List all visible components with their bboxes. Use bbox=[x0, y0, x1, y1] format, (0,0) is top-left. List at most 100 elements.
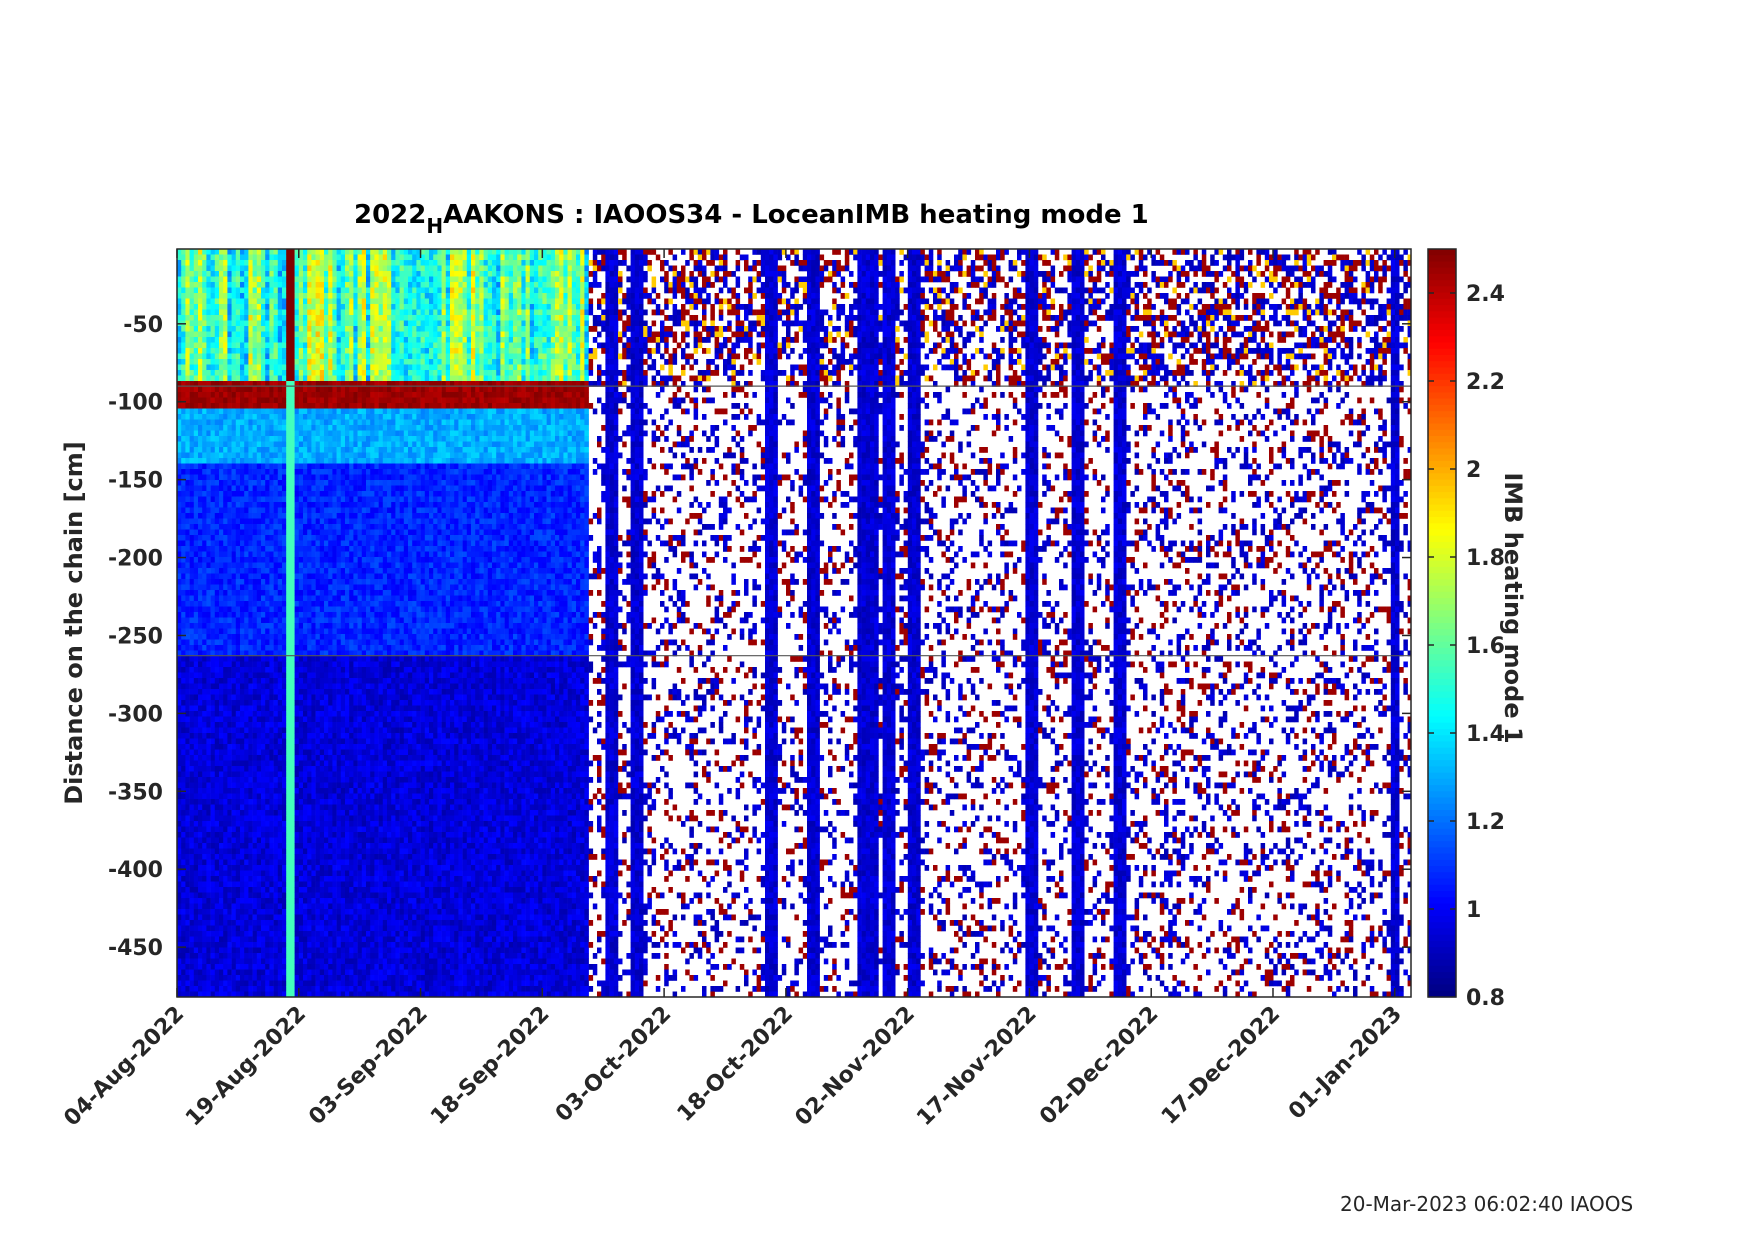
heatmap-cell bbox=[286, 475, 291, 481]
heatmap-cell bbox=[311, 629, 316, 635]
heatmap-cell bbox=[257, 310, 262, 316]
heatmap-cell bbox=[307, 920, 312, 926]
heatmap-cell bbox=[240, 304, 245, 310]
heatmap-cell bbox=[320, 585, 325, 591]
heatmap-cell bbox=[311, 260, 316, 266]
heatmap-cell bbox=[316, 777, 321, 783]
heatmap-cell bbox=[265, 766, 270, 772]
heatmap-cell bbox=[324, 783, 329, 789]
heatmap-cell bbox=[328, 266, 333, 272]
heatmap-cell bbox=[265, 458, 270, 464]
heatmap-cell bbox=[274, 783, 279, 789]
heatmap-cell bbox=[248, 299, 253, 305]
heatmap-cell bbox=[244, 750, 249, 756]
heatmap-cell bbox=[240, 590, 245, 596]
heatmap-cell bbox=[295, 315, 300, 321]
heatmap-cell bbox=[253, 442, 258, 448]
heatmap-cell bbox=[219, 337, 224, 343]
heatmap-cell bbox=[253, 711, 258, 717]
heatmap-cell bbox=[257, 816, 262, 822]
heatmap-cell bbox=[198, 970, 203, 976]
heatmap-cell bbox=[181, 414, 186, 420]
heatmap-cell bbox=[328, 535, 333, 541]
heatmap-cell bbox=[206, 810, 211, 816]
heatmap-cell bbox=[299, 596, 304, 602]
heatmap-cell bbox=[324, 667, 329, 673]
heatmap-cell bbox=[244, 887, 249, 893]
heatmap-cell bbox=[316, 964, 321, 970]
heatmap-cell bbox=[198, 502, 203, 508]
heatmap-cell bbox=[215, 799, 220, 805]
heatmap-cell bbox=[202, 425, 207, 431]
heatmap-cell bbox=[286, 574, 291, 580]
heatmap-cell bbox=[240, 794, 245, 800]
heatmap-cell bbox=[240, 876, 245, 882]
heatmap-cell bbox=[324, 854, 329, 860]
heatmap-cell bbox=[274, 667, 279, 673]
heatmap-cell bbox=[194, 794, 199, 800]
heatmap-cell bbox=[290, 799, 295, 805]
heatmap-cell bbox=[299, 684, 304, 690]
heatmap-cell bbox=[240, 788, 245, 794]
heatmap-cell bbox=[311, 755, 316, 761]
heatmap-cell bbox=[223, 304, 228, 310]
heatmap-cell bbox=[274, 579, 279, 585]
heatmap-cell bbox=[290, 783, 295, 789]
heatmap-cell bbox=[248, 733, 253, 739]
heatmap-cell bbox=[206, 931, 211, 937]
heatmap-cell bbox=[202, 684, 207, 690]
heatmap-cell bbox=[307, 794, 312, 800]
heatmap-cell bbox=[286, 607, 291, 613]
heatmap-cell bbox=[282, 458, 287, 464]
heatmap-cell bbox=[290, 282, 295, 288]
heatmap-cell bbox=[286, 854, 291, 860]
heatmap-cell bbox=[227, 436, 232, 442]
heatmap-cell bbox=[269, 810, 274, 816]
heatmap-cell bbox=[274, 915, 279, 921]
heatmap-cell bbox=[227, 788, 232, 794]
heatmap-cell bbox=[274, 453, 279, 459]
heatmap-cell bbox=[261, 777, 266, 783]
heatmap-cell bbox=[303, 475, 308, 481]
heatmap-cell bbox=[194, 508, 199, 514]
heatmap-cell bbox=[219, 953, 224, 959]
heatmap-cell bbox=[232, 596, 237, 602]
heatmap-cell bbox=[248, 315, 253, 321]
heatmap-cell bbox=[316, 304, 321, 310]
heatmap-cell bbox=[215, 689, 220, 695]
heatmap-cell bbox=[215, 409, 220, 415]
heatmap-cell bbox=[286, 772, 291, 778]
heatmap-cell bbox=[253, 915, 258, 921]
heatmap-cell bbox=[282, 887, 287, 893]
heatmap-cell bbox=[320, 887, 325, 893]
heatmap-cell bbox=[185, 480, 190, 486]
heatmap-cell bbox=[274, 343, 279, 349]
heatmap-cell bbox=[299, 876, 304, 882]
heatmap-cell bbox=[202, 667, 207, 673]
heatmap-cell bbox=[316, 623, 321, 629]
heatmap-cell bbox=[265, 475, 270, 481]
heatmap-cell bbox=[244, 788, 249, 794]
heatmap-cell bbox=[223, 656, 228, 662]
heatmap-cell bbox=[185, 695, 190, 701]
heatmap-cell bbox=[190, 920, 195, 926]
heatmap-cell bbox=[282, 700, 287, 706]
heatmap-cell bbox=[206, 403, 211, 409]
heatmap-cell bbox=[232, 948, 237, 954]
heatmap-cell bbox=[236, 755, 241, 761]
heatmap-cell bbox=[257, 475, 262, 481]
heatmap-cell bbox=[307, 865, 312, 871]
heatmap-cell bbox=[257, 684, 262, 690]
heatmap-cell bbox=[248, 898, 253, 904]
heatmap-cell bbox=[257, 865, 262, 871]
heatmap-cell bbox=[299, 332, 304, 338]
heatmap-cell bbox=[211, 414, 216, 420]
heatmap-cell bbox=[240, 744, 245, 750]
heatmap-cell bbox=[307, 942, 312, 948]
heatmap-cell bbox=[236, 315, 241, 321]
heatmap-cell bbox=[274, 799, 279, 805]
heatmap-cell bbox=[211, 387, 216, 393]
heatmap-cell bbox=[269, 777, 274, 783]
heatmap-cell bbox=[202, 755, 207, 761]
heatmap-cell bbox=[185, 887, 190, 893]
